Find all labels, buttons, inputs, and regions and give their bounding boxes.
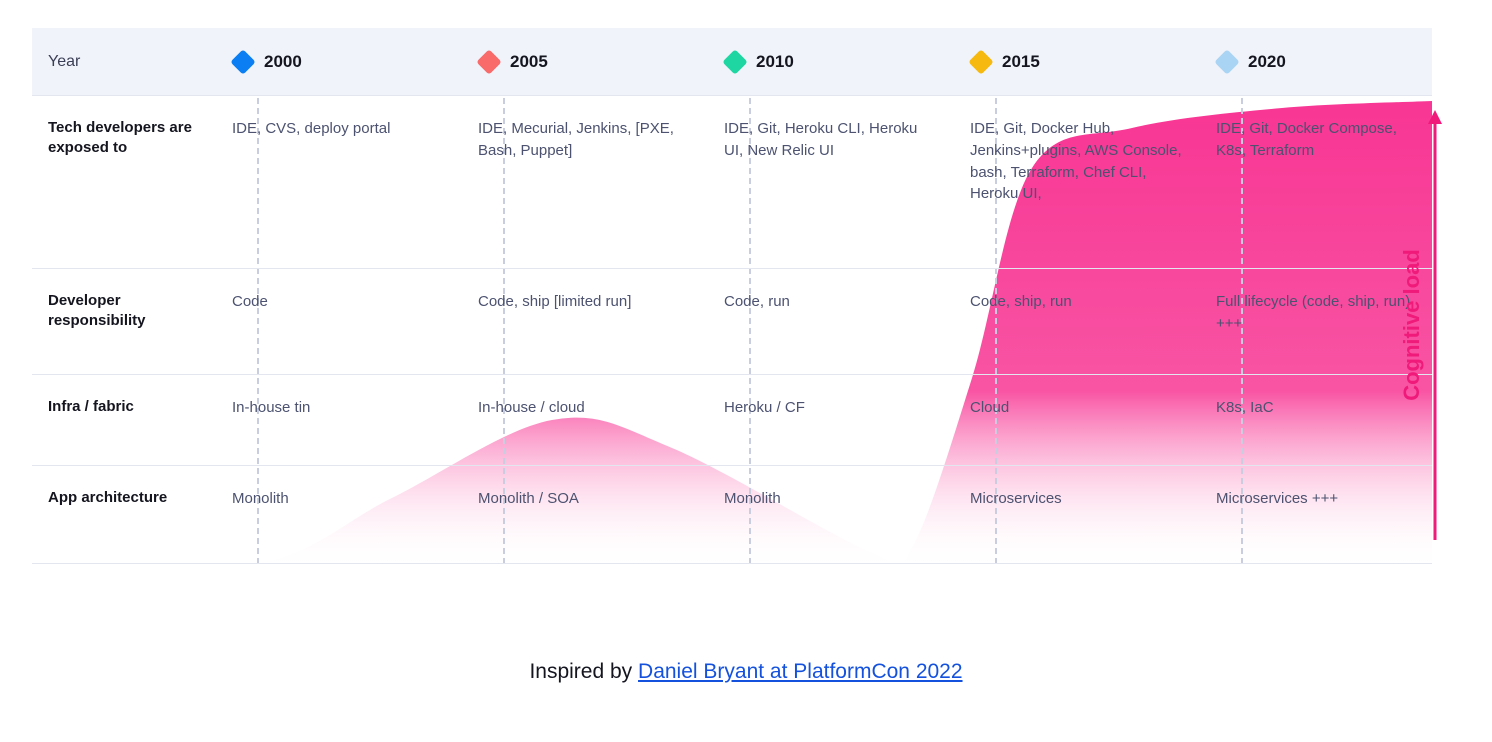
caption: Inspired by Daniel Bryant at PlatformCon… bbox=[32, 660, 1460, 684]
table-cell: Cloud bbox=[956, 374, 1202, 465]
table-cell: Monolith / SOA bbox=[464, 465, 710, 564]
table-cell: Microservices bbox=[956, 465, 1202, 564]
cognitive-load-label: Cognitive load bbox=[1399, 249, 1425, 401]
row-label: Infra / fabric bbox=[32, 374, 218, 465]
row-label: Developer responsibility bbox=[32, 268, 218, 374]
diamond-icon bbox=[230, 49, 255, 74]
header-year-2005: 2005 bbox=[464, 28, 710, 95]
table-cell: Heroku / CF bbox=[710, 374, 956, 465]
arrow-up-icon bbox=[1428, 110, 1442, 540]
table-cell: IDE, Mecurial, Jenkins, [PXE, Bash, Pupp… bbox=[464, 95, 710, 268]
diamond-icon bbox=[722, 49, 747, 74]
table-cell: In-house tin bbox=[218, 374, 464, 465]
row-label: App architecture bbox=[32, 465, 218, 564]
table-cell: IDE, Git, Heroku CLI, Heroku UI, New Rel… bbox=[710, 95, 956, 268]
row-label: Tech developers are exposed to bbox=[32, 95, 218, 268]
diamond-icon bbox=[476, 49, 501, 74]
cognitive-load-axis: Cognitive load bbox=[1442, 110, 1486, 540]
table-cell: Microservices +++ bbox=[1202, 465, 1432, 564]
table-cell: In-house / cloud bbox=[464, 374, 710, 465]
diamond-icon bbox=[968, 49, 993, 74]
table-cell: IDE, Git, Docker Hub, Jenkins+plugins, A… bbox=[956, 95, 1202, 268]
table-cell: Code bbox=[218, 268, 464, 374]
header-year-2010: 2010 bbox=[710, 28, 956, 95]
header-corner: Year bbox=[32, 28, 218, 95]
caption-link[interactable]: Daniel Bryant at PlatformCon 2022 bbox=[638, 660, 963, 683]
diamond-icon bbox=[1214, 49, 1239, 74]
cognitive-load-table: Year20002005201020152020 Tech developers … bbox=[32, 28, 1432, 564]
table-bottom-border bbox=[32, 563, 1432, 564]
header-year-2015: 2015 bbox=[956, 28, 1202, 95]
table-cell: Monolith bbox=[218, 465, 464, 564]
header-year-2000: 2000 bbox=[218, 28, 464, 95]
table-cell: Monolith bbox=[710, 465, 956, 564]
table-cell: IDE, CVS, deploy portal bbox=[218, 95, 464, 268]
table-cell: Full lifecycle (code, ship, run) +++ bbox=[1202, 268, 1432, 374]
table-cell: K8s, IaC bbox=[1202, 374, 1432, 465]
header-year-2020: 2020 bbox=[1202, 28, 1432, 95]
table-cell: Code, run bbox=[710, 268, 956, 374]
table-cell: IDE, Git, Docker Compose, K8s, Terraform bbox=[1202, 95, 1432, 268]
table-cell: Code, ship [limited run] bbox=[464, 268, 710, 374]
table-cell: Code, ship, run bbox=[956, 268, 1202, 374]
caption-prefix: Inspired by bbox=[529, 660, 632, 683]
